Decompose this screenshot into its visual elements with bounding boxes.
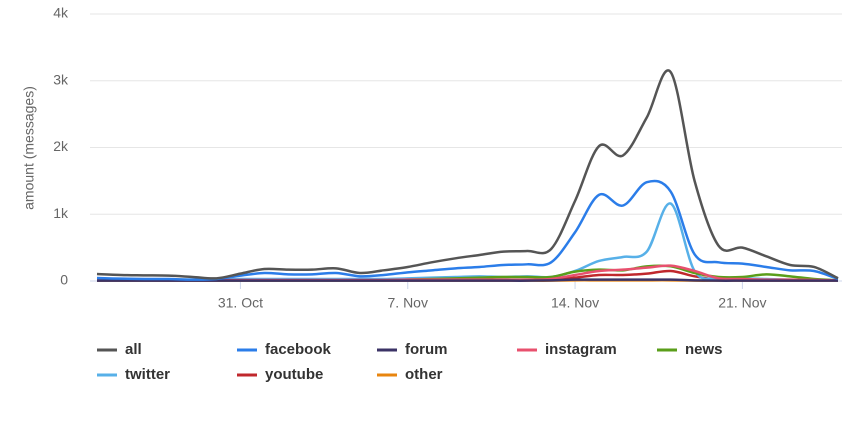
x-tick-label: 14. Nov — [551, 295, 599, 311]
y-tick-label: 3k — [53, 71, 69, 87]
y-tick-label: 0 — [60, 272, 68, 288]
x-tick-label: 21. Nov — [718, 295, 766, 311]
x-tick-label: 7. Nov — [388, 295, 428, 311]
legend-label: news — [685, 341, 723, 358]
legend-label: facebook — [265, 341, 332, 358]
y-axis-title: amount (messages) — [21, 86, 37, 210]
legend-label: other — [405, 366, 443, 383]
legend-label: youtube — [265, 366, 323, 383]
legend-label: forum — [405, 341, 448, 358]
series-line — [97, 181, 838, 280]
legend-label: all — [125, 341, 142, 358]
y-tick-label: 1k — [53, 205, 69, 221]
legend-label: instagram — [545, 341, 617, 358]
y-tick-label: 2k — [53, 138, 69, 154]
series-line — [97, 70, 838, 278]
legend-label: twitter — [125, 366, 170, 383]
x-tick-label: 31. Oct — [218, 295, 263, 311]
y-tick-label: 4k — [53, 5, 69, 21]
